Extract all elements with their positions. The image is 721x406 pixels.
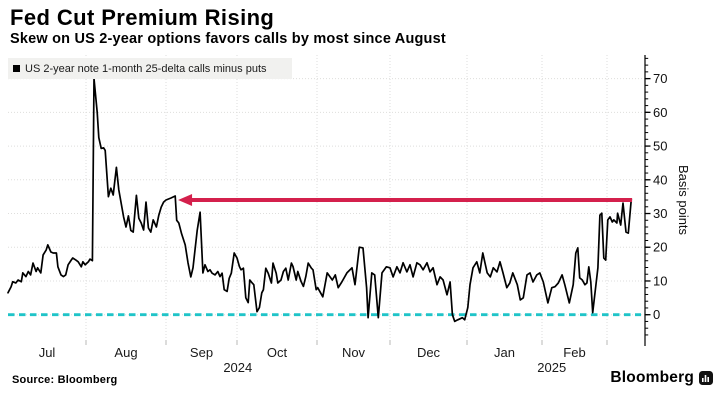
x-tick-label: Sep	[190, 345, 213, 360]
y-tick-label: 20	[653, 240, 667, 255]
x-tick-label: Dec	[417, 345, 441, 360]
page-title: Fed Cut Premium Rising	[10, 5, 275, 30]
x-tick-label: Oct	[267, 345, 288, 360]
source-text: Source: Bloomberg	[12, 374, 118, 386]
x-tick-label: Jul	[39, 345, 56, 360]
legend-swatch-icon	[13, 65, 20, 72]
x-year-label: 2024	[223, 360, 252, 375]
y-tick-label: 40	[653, 172, 667, 187]
y-axis-title: Basis points	[676, 165, 691, 236]
y-tick-label: 70	[653, 71, 667, 86]
y-tick-label: 60	[653, 105, 667, 120]
bloomberg-logo-icon	[699, 371, 713, 385]
annotation-arrow-head	[178, 194, 193, 207]
x-tick-label: Aug	[114, 345, 137, 360]
series-line	[7, 77, 633, 323]
bloomberg-logo: Bloomberg	[610, 369, 713, 387]
legend-label: US 2-year note 1-month 25-delta calls mi…	[25, 62, 267, 75]
y-tick-label: 10	[653, 273, 667, 288]
x-tick-label: Jan	[494, 345, 515, 360]
bloomberg-wordmark: Bloomberg	[610, 369, 694, 386]
x-tick-label: Nov	[342, 345, 366, 360]
y-tick-label: 30	[653, 206, 667, 221]
y-tick-label: 0	[653, 307, 660, 322]
chart-legend: US 2-year note 1-month 25-delta calls mi…	[8, 58, 292, 79]
page-subtitle: Skew on US 2-year options favors calls b…	[10, 31, 446, 47]
x-tick-label: Feb	[563, 345, 585, 360]
x-year-label: 2025	[537, 360, 566, 375]
y-tick-label: 50	[653, 139, 667, 154]
